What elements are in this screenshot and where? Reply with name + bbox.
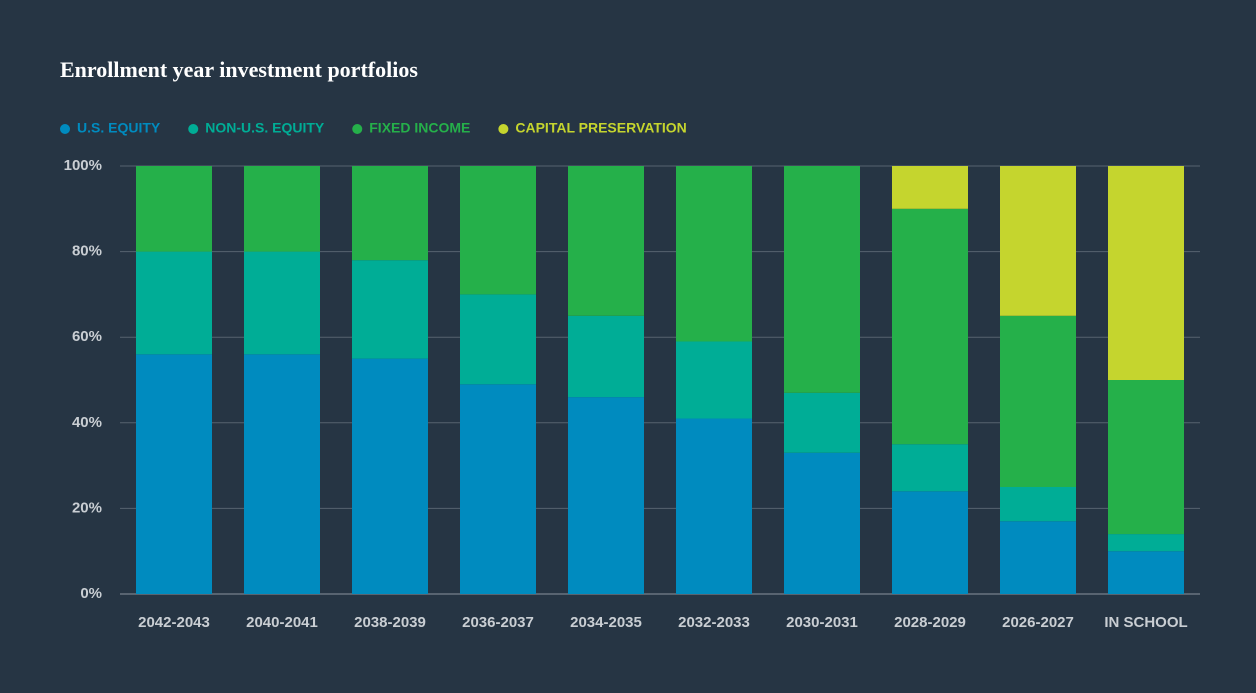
bar-segment — [1108, 551, 1184, 594]
bar-segment — [568, 315, 644, 398]
legend-marker — [352, 124, 363, 134]
x-tick-label: 2028-2029 — [894, 614, 966, 631]
x-tick-label: 2040-2041 — [246, 614, 318, 631]
bar-segment — [460, 384, 536, 594]
bar-segment — [676, 418, 752, 594]
bar-segment — [676, 166, 752, 342]
y-tick-label: 60% — [72, 328, 102, 345]
bar-segment — [136, 354, 212, 594]
legend-label: CAPITAL PRESERVATION — [515, 120, 686, 136]
x-tick-label: 2036-2037 — [462, 614, 534, 631]
y-tick-label: 100% — [64, 157, 102, 174]
bar-segment — [676, 341, 752, 419]
bar-segment — [1108, 534, 1184, 552]
y-tick-label: 80% — [72, 243, 102, 260]
x-tick-label: 2032-2033 — [678, 614, 750, 631]
chart-title: Enrollment year investment portfolios — [60, 57, 418, 82]
y-tick-label: 0% — [80, 585, 102, 602]
bar-segment — [352, 166, 428, 261]
bar-segment — [1000, 521, 1076, 594]
bar-segment — [892, 491, 968, 594]
bar-segment — [784, 452, 860, 594]
bar-segment — [1000, 487, 1076, 522]
legend-marker — [498, 124, 509, 134]
bar-segment — [136, 166, 212, 252]
bar-segment — [784, 392, 860, 453]
legend-label: NON-U.S. EQUITY — [205, 120, 325, 136]
legend-marker — [188, 124, 199, 134]
legend-marker — [60, 124, 70, 134]
bar-segment — [1108, 380, 1184, 535]
bar-segment — [244, 166, 320, 252]
x-tick-label: 2026-2027 — [1002, 614, 1074, 631]
bar-segment — [460, 166, 536, 295]
bar-segment — [244, 251, 320, 355]
x-tick-label: 2042-2043 — [138, 614, 210, 631]
bar-segment — [892, 208, 968, 445]
bar-segment — [1000, 315, 1076, 487]
x-tick-label: 2030-2031 — [786, 614, 858, 631]
bar-segment — [136, 251, 212, 355]
bar-segment — [568, 166, 644, 316]
legend-label: U.S. EQUITY — [77, 120, 161, 136]
bar-segment — [244, 354, 320, 594]
bar-segment — [568, 397, 644, 594]
x-tick-label: 2038-2039 — [354, 614, 426, 631]
bar-segment — [352, 358, 428, 594]
bar-segment — [892, 444, 968, 492]
x-tick-label: IN SCHOOL — [1104, 614, 1187, 631]
bar-segment — [1108, 166, 1184, 380]
bar-segment — [460, 294, 536, 385]
legend-label: FIXED INCOME — [369, 120, 470, 136]
y-tick-label: 20% — [72, 499, 102, 516]
x-tick-label: 2034-2035 — [570, 614, 642, 631]
bar-segment — [352, 260, 428, 359]
bar-segment — [892, 166, 968, 209]
bar-segment — [784, 166, 860, 393]
bar-segment — [1000, 166, 1076, 316]
y-tick-label: 40% — [72, 414, 102, 431]
